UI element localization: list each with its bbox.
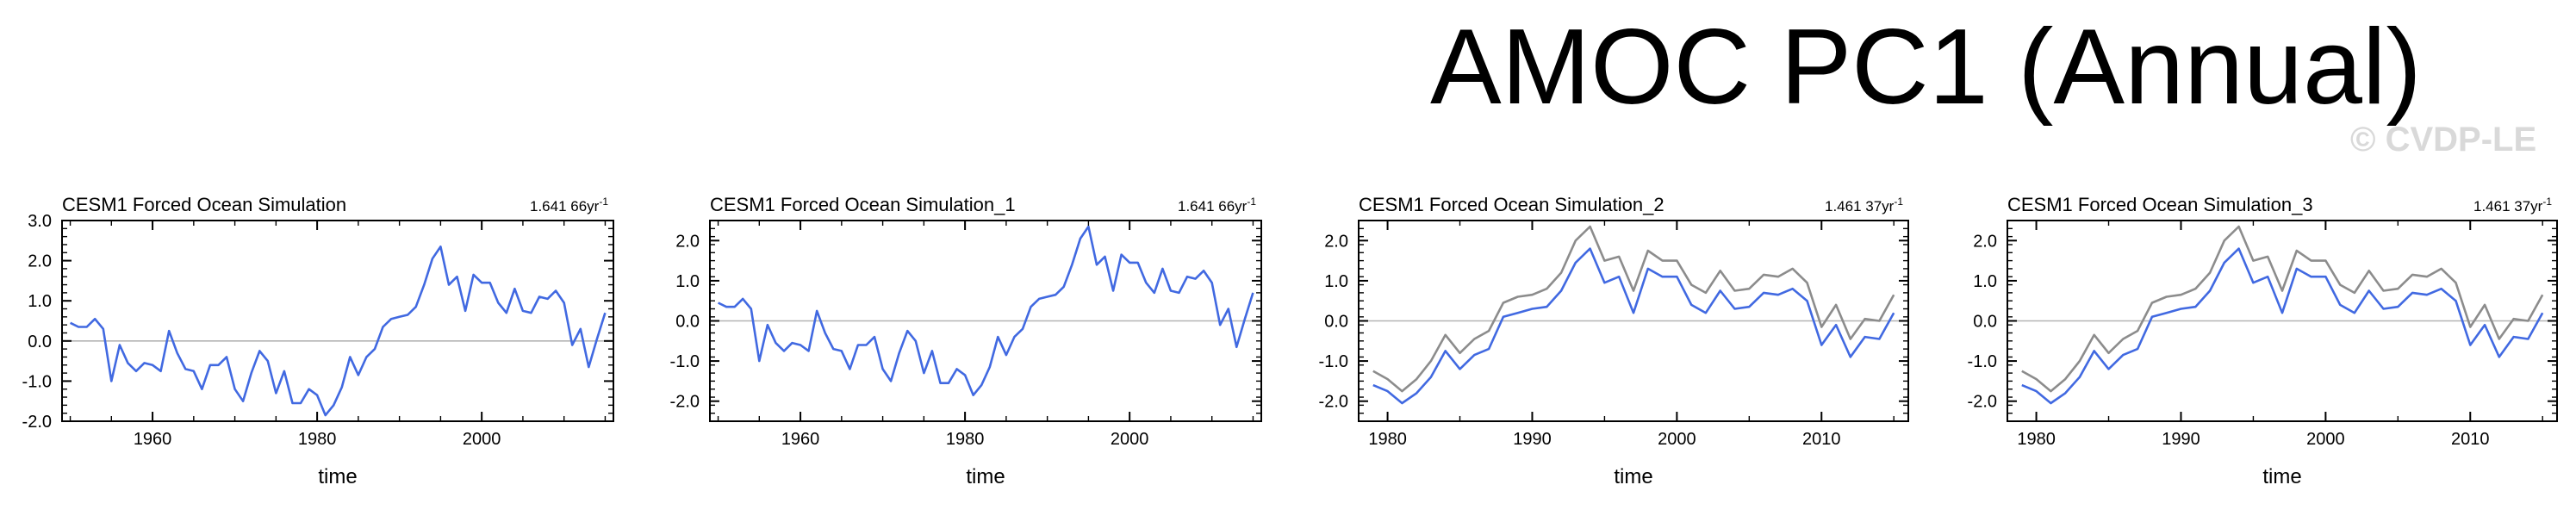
trend-value: 1.461 37yr [1825,198,1895,214]
x-tick-label: 1990 [2162,430,2200,449]
trend-value: 1.461 37yr [2473,198,2543,214]
y-tick-label: -2.0 [22,413,52,432]
x-tick-label: 1980 [1368,430,1407,449]
trend-label: 1.641 66yr-1 [530,196,608,214]
panel-title: CESM1 Forced Ocean Simulation_1 [710,194,1016,215]
y-tick-label: -2.0 [670,393,700,412]
x-tick-label: 1980 [298,430,337,449]
reference-series-line [2021,225,2544,393]
trend-superscript: -1 [1894,196,1903,208]
panel-title: CESM1 Forced Ocean Simulation [62,194,346,215]
trend-label: 1.461 37yr-1 [1825,196,1903,214]
reference-series-line [1372,225,1895,393]
y-tick-label: 2.0 [1973,232,1997,251]
y-tick-label: 2.0 [28,252,52,271]
y-tick-label: 0.0 [675,313,700,332]
pc-series-line [2021,247,2544,405]
y-tick-label: -1.0 [670,352,700,371]
x-axis-label: time [2262,465,2301,488]
chart-panel-2: -2.0 -1.0 0.0 1.0 2.0 1960 1980 2000 CESM1 Force… [670,194,1262,488]
y-tick-label: -1.0 [22,372,52,391]
x-tick-label: 2000 [1111,430,1149,449]
x-tick-label: 2000 [1658,430,1696,449]
x-tick-label: 2010 [1802,430,1841,449]
x-axis-label: time [966,465,1005,488]
y-tick-label: 3.0 [28,212,52,231]
y-tick-label: -2.0 [1968,393,1997,412]
y-tick-label: 2.0 [675,232,700,251]
y-tick-label: 0.0 [28,333,52,351]
y-tick-label: 1.0 [1324,272,1348,291]
x-tick-label: 1990 [1513,430,1552,449]
y-tick-label: -2.0 [1319,393,1348,412]
watermark: © CVDP-LE [2350,121,2537,159]
pc-series-line [718,225,1254,397]
x-tick-label: 2010 [2451,430,2490,449]
x-tick-label: 1960 [781,430,820,449]
y-tick-label: 2.0 [1324,232,1348,251]
trend-superscript: -1 [599,196,608,208]
main-title: AMOC PC1 (Annual) [1430,8,2422,127]
pc-series-line [70,245,607,417]
y-tick-label: 1.0 [28,292,52,311]
y-tick-label: 1.0 [1973,272,1997,291]
panel-title: CESM1 Forced Ocean Simulation_3 [2007,194,2313,215]
chart-panel-4: -2.0 -1.0 0.0 1.0 2.0 1980 1990 2000 2010 CESM1 F… [1968,194,2558,488]
x-axis-label: time [318,465,357,488]
y-tick-label: 1.0 [675,272,700,291]
trend-superscript: -1 [1247,196,1256,208]
y-tick-label: 0.0 [1973,313,1997,332]
trend-value: 1.641 66yr [1178,198,1248,214]
x-tick-label: 1980 [2017,430,2056,449]
trend-label: 1.461 37yr-1 [2473,196,2552,214]
x-tick-label: 2000 [2306,430,2345,449]
x-tick-label: 2000 [463,430,501,449]
panel-title: CESM1 Forced Ocean Simulation_2 [1359,194,1664,215]
y-tick-label: 0.0 [1324,313,1348,332]
chart-panel-1: -2.0 -1.0 0.0 1.0 2.0 3.0 1960 1980 2000 CESM1 Fo… [22,194,614,488]
x-tick-label: 1980 [946,430,985,449]
trend-label: 1.641 66yr-1 [1178,196,1256,214]
y-tick-label: -1.0 [1968,352,1997,371]
pc-series-line [1372,247,1895,405]
x-tick-label: 1960 [134,430,172,449]
trend-value: 1.641 66yr [530,198,600,214]
x-axis-label: time [1614,465,1652,488]
trend-superscript: -1 [2542,196,2552,208]
y-tick-label: -1.0 [1319,352,1348,371]
chart-panel-3: -2.0 -1.0 0.0 1.0 2.0 1980 1990 2000 2010 CESM1 F… [1319,194,1909,488]
plot-frame [61,220,614,422]
